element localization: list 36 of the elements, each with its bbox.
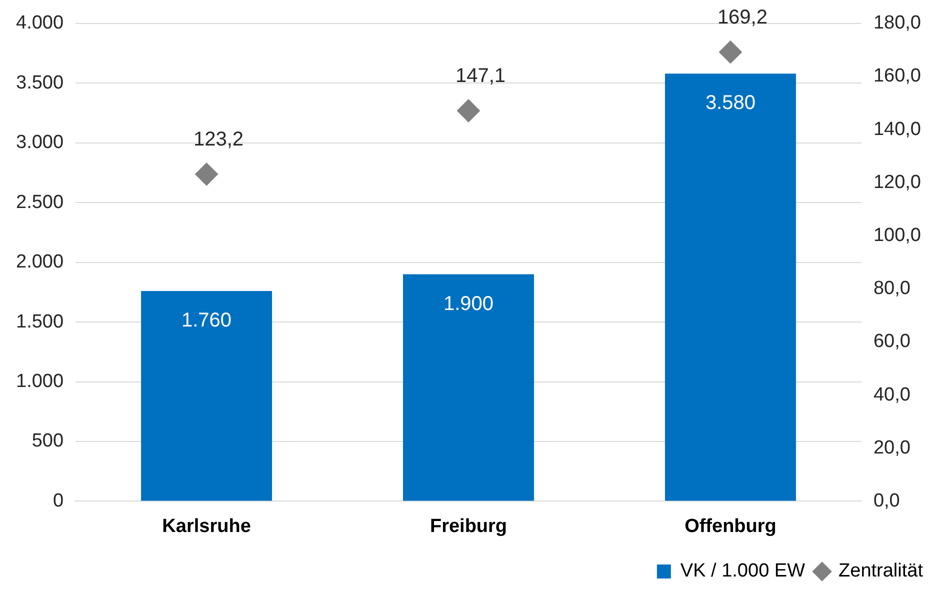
y2-tick-label: 40,0 xyxy=(873,384,910,406)
legend-label: Zentralität xyxy=(838,560,924,582)
y-tick-label: 3.000 xyxy=(16,132,64,154)
data-label: 169,2 xyxy=(717,6,768,29)
bar xyxy=(664,74,796,501)
y-tick-label: 2.500 xyxy=(16,192,64,213)
y2-tick-label: 140,0 xyxy=(873,118,921,140)
y-tick-label: 2.000 xyxy=(16,252,64,273)
y-tick-label: 500 xyxy=(32,430,64,452)
y2-tick-label: 100,0 xyxy=(873,224,921,246)
x-tick-label: Karlsruhe xyxy=(162,516,251,537)
point xyxy=(195,162,218,186)
point xyxy=(718,40,742,64)
data-label: 1.900 xyxy=(443,292,494,315)
y2-tick-label: 60,0 xyxy=(873,331,910,352)
y2-tick-label: 80,0 xyxy=(873,278,910,300)
y2-tick-label: 120,0 xyxy=(873,172,921,193)
y-tick-label: 3.500 xyxy=(16,72,64,94)
data-label: 3.580 xyxy=(705,92,756,114)
data-label: 1.760 xyxy=(182,309,232,332)
legend-label: VK / 1.000 EW xyxy=(680,560,806,582)
x-tick-label: Freiburg xyxy=(430,516,508,537)
x-tick-label: Offenburg xyxy=(684,516,776,537)
data-label: 147,1 xyxy=(455,65,506,88)
y2-tick-label: 180,0 xyxy=(873,12,921,34)
y2-tick-label: 20,0 xyxy=(873,437,910,458)
y-tick-label: 4.000 xyxy=(16,12,64,34)
bar xyxy=(403,274,534,501)
y-tick-label: 1.000 xyxy=(16,370,64,392)
point xyxy=(457,99,480,122)
y2-tick-label: 0,0 xyxy=(873,490,900,512)
y-tick-label: 1.500 xyxy=(16,311,64,332)
y-tick-label: 0 xyxy=(52,490,64,512)
data-label: 123,2 xyxy=(194,128,244,151)
y2-tick-label: 160,0 xyxy=(873,66,921,87)
bar xyxy=(141,290,272,501)
